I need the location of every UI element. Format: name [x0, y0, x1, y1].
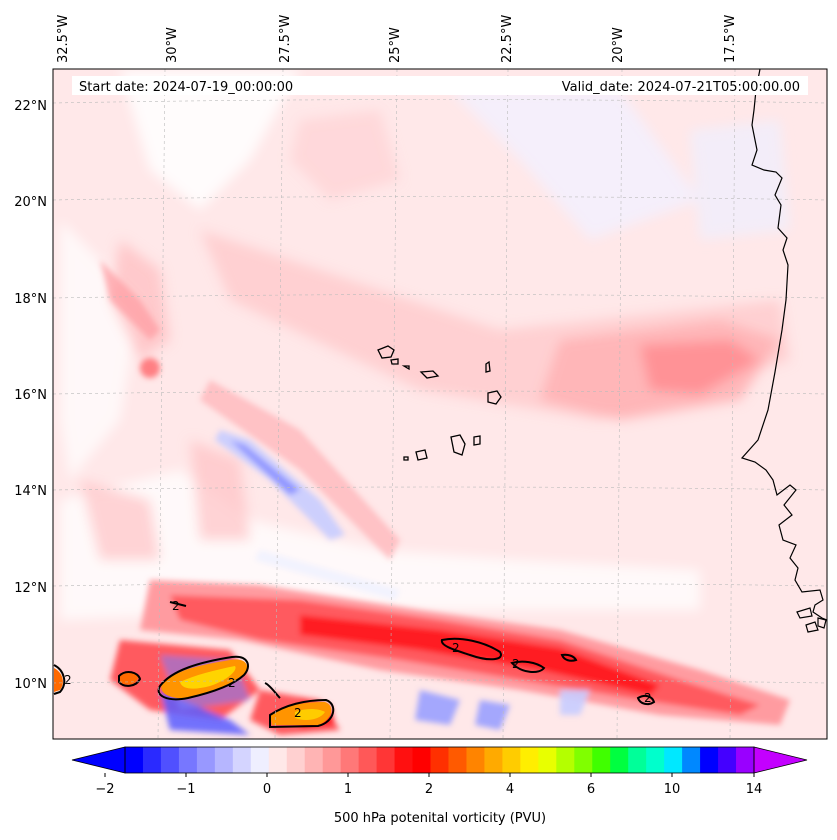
contour-label: 2	[294, 706, 302, 720]
colorbar-cell	[322, 747, 342, 773]
colorbar-cell	[700, 747, 719, 773]
pv-diagonal-streaks	[100, 260, 400, 600]
colorbar-cell	[646, 747, 665, 773]
pv-2pvu-contours	[53, 601, 656, 729]
colorbar-tick-label: 6	[587, 782, 595, 797]
map-frame	[52, 68, 828, 740]
colorbar-cell	[125, 747, 144, 773]
colorbar-cell	[556, 747, 575, 773]
start-date-label: Start date: 2024-07-19_00:00:00	[79, 80, 293, 95]
graticule	[53, 69, 827, 739]
island-boa-vista	[487, 390, 502, 405]
colorbar-tick-label: −1	[176, 782, 195, 797]
colorbar-cell	[304, 747, 324, 773]
colorbar-cell	[358, 747, 378, 773]
colorbar-cell	[610, 747, 629, 773]
contour-label: 2	[64, 673, 72, 687]
colorbar-cell	[286, 747, 306, 773]
colorbar-cell	[394, 747, 414, 773]
island-sao-vicente	[390, 358, 399, 365]
colorbar-ticks	[104, 773, 755, 777]
colorbar-cell	[376, 747, 396, 773]
colorbar-cell	[178, 747, 198, 773]
colorbar-cell	[538, 747, 557, 773]
longitude-labels: 32.5°W 30°W 27.5°W 25°W 22.5°W 20°W 17.5…	[56, 15, 738, 63]
island-sal	[485, 360, 491, 373]
colorbar-tick-labels: −2 −1 0 1 2 4 6 10 14	[95, 782, 762, 797]
colorbar-tick-label: 10	[664, 782, 681, 797]
island-sao-nicolau	[419, 370, 440, 379]
colorbar-tick-label: 14	[746, 782, 763, 797]
colorbar-cell	[736, 747, 755, 773]
colorbar-cell	[502, 747, 521, 773]
colorbar-cell	[448, 747, 468, 773]
lat-label: 10°N	[14, 677, 47, 692]
colorbar-cell	[250, 747, 270, 773]
contour-label: 2	[512, 657, 520, 671]
valid-date-label: Valid_date: 2024-07-21T05:00:00.00	[562, 80, 800, 95]
lon-label: 27.5°W	[278, 15, 293, 63]
colorbar-cell	[196, 747, 216, 773]
lon-label: 32.5°W	[56, 15, 71, 63]
contour-label: 2	[172, 599, 180, 613]
colorbar-cell	[412, 747, 432, 773]
colorbar-cells	[125, 747, 755, 773]
lat-label: 14°N	[14, 484, 47, 499]
colorbar-cell	[232, 747, 252, 773]
colorbar-cell	[628, 747, 647, 773]
colorbar-cell	[466, 747, 486, 773]
colorbar-tick-label: 2	[425, 782, 433, 797]
lon-label: 20°W	[611, 27, 626, 63]
colorbar-cell	[718, 747, 737, 773]
date-label-box	[72, 76, 808, 95]
island-maio	[473, 435, 481, 446]
colorbar-cell	[592, 747, 611, 773]
island-santo-antao	[377, 345, 395, 359]
colorbar-frame	[124, 746, 755, 774]
latitude-labels: 22°N 20°N 18°N 16°N 14°N 12°N 10°N	[14, 99, 47, 692]
africa-coastline	[740, 69, 827, 633]
island-fogo	[415, 449, 428, 461]
colorbar-cell	[520, 747, 539, 773]
colorbar-cell	[574, 747, 593, 773]
map-panel: 2 2 2 2 2 2 2	[53, 69, 827, 739]
lon-label: 17.5°W	[723, 15, 738, 63]
colorbar: −2 −1 0 1 2 4 6 10 14 500 hPa potenital …	[71, 746, 808, 826]
colorbar-cell	[268, 747, 288, 773]
lat-label: 22°N	[14, 99, 47, 114]
colorbar-cell	[682, 747, 701, 773]
island-brava	[403, 456, 409, 461]
island-santa-luzia	[401, 365, 410, 371]
lat-label: 12°N	[14, 581, 47, 596]
contour-label: 2	[228, 676, 236, 690]
colorbar-cell	[340, 747, 360, 773]
colorbar-cell	[484, 747, 503, 773]
colorbar-over-extension	[753, 746, 808, 774]
contour-label: 2	[452, 641, 460, 655]
lat-label: 20°N	[14, 195, 47, 210]
lon-label: 25°W	[388, 27, 403, 63]
pv-field-shading	[60, 70, 790, 620]
colorbar-cell	[664, 747, 683, 773]
colorbar-cell	[142, 747, 162, 773]
colorbar-tick-label: −2	[95, 782, 114, 797]
lon-label: 30°W	[165, 27, 180, 63]
lon-label: 22.5°W	[500, 15, 515, 63]
colorbar-cell	[214, 747, 234, 773]
colorbar-tick-label: 1	[344, 782, 352, 797]
colorbar-tick-label: 0	[263, 782, 271, 797]
colorbar-cell	[430, 747, 450, 773]
colorbar-cell	[160, 747, 180, 773]
lat-label: 16°N	[14, 388, 47, 403]
contour-labels: 2 2 2 2 2 2 2	[64, 599, 652, 720]
colorbar-under-extension	[71, 746, 126, 774]
cape-verde-islands	[377, 345, 502, 461]
island-santiago	[450, 434, 466, 456]
colorbar-tick-label: 4	[506, 782, 514, 797]
lat-label: 18°N	[14, 292, 47, 307]
colorbar-title: 500 hPa potenital vorticity (PVU)	[334, 811, 546, 826]
contour-label: 2	[644, 691, 652, 705]
